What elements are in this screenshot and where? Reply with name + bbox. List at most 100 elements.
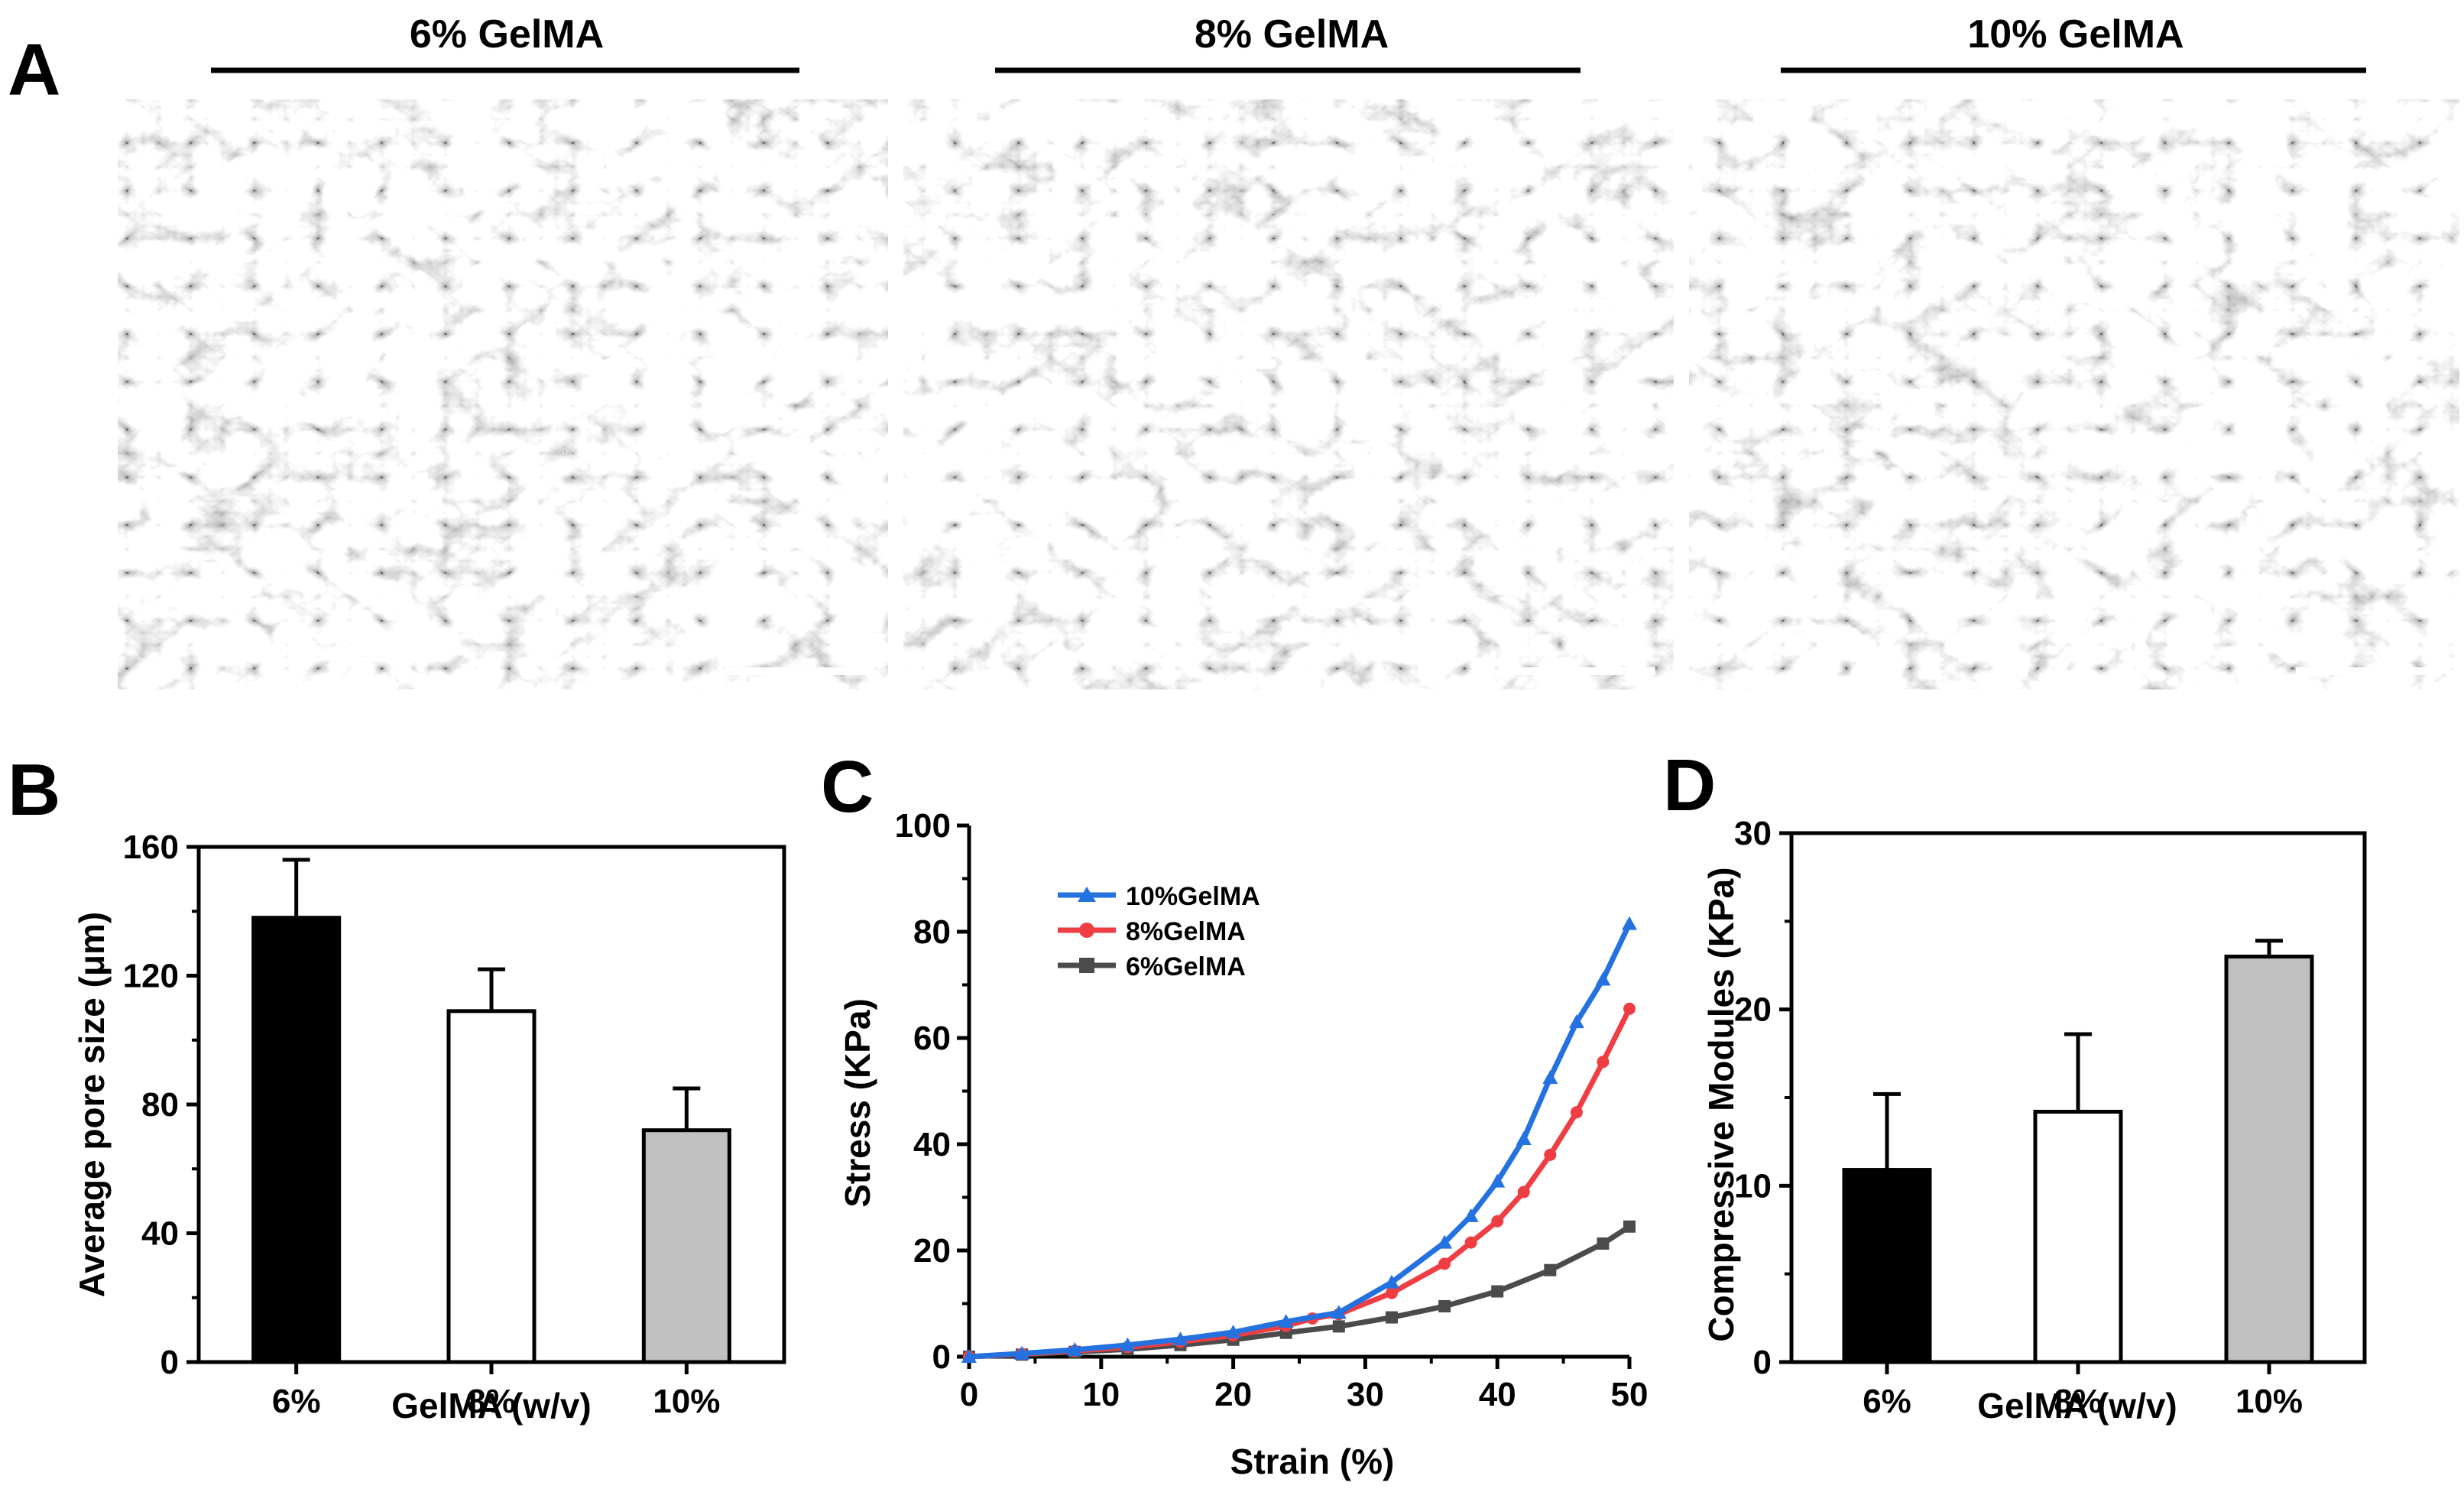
chart-d-bar-2 [2224,954,2314,1364]
chart-d-ytick-label-3: 30 [1734,815,1772,852]
legend-marker-10 [1078,887,1096,902]
chart-c-series-2-line [966,1224,1632,1360]
chart-c-series-0-point-2 [1067,1341,1083,1356]
chart-c-series-1-line [966,1006,1632,1360]
chart-c-series-1-point-10 [1438,1257,1451,1270]
chart-d-xtick-label-1: 8% [2054,1383,2103,1420]
chart-c-ylabel: Stress (KPa) [838,998,877,1208]
chart-c-series-0-point-14 [1568,1014,1584,1029]
chart-b-bar-0 [251,916,342,1364]
chart-c-series-2-point-10 [1491,1285,1504,1298]
sem-image-10 [1689,99,2459,689]
chart-c-xtick-label-2: 20 [1214,1376,1252,1413]
chart-c-series-1-point-14 [1544,1148,1557,1161]
chart-c-series-2-point-11 [1544,1263,1557,1276]
chart-c-series-0-point-5 [1225,1325,1241,1339]
chart-b-xtick-label-2: 10% [653,1383,720,1420]
chart-c-series-0-point-7 [1331,1305,1347,1319]
chart-c-ytick-label-2: 40 [913,1126,951,1163]
chart-b-ylabel: Average pore size (μm) [72,912,112,1298]
chart-c-xtick-label-5: 50 [1611,1376,1649,1413]
chart-c-ytick-label-3: 60 [913,1020,951,1057]
chart-c-series-0-point-13 [1542,1070,1558,1085]
panel-letter-d: D [1663,744,1716,826]
sem-panel-8: 8% GelMA [903,12,1674,689]
chart-c-xtick-label-1: 10 [1082,1376,1120,1413]
sem-label-10: 10% GelMA [1967,12,2184,57]
chart-c-legend: 10%GelMA 8%GelMA 6%GelMA [1058,882,1260,981]
chart-b-xlabel: GelMA (w/v) [391,1386,592,1426]
chart-b-xtick-label-0: 6% [272,1383,321,1420]
chart-c-xlabel: Strain (%) [1230,1442,1395,1481]
chart-c-series-0-point-8 [1383,1274,1399,1289]
chart-c-ytick-label-5: 100 [895,807,951,845]
chart-c-xtick-label-4: 40 [1479,1376,1516,1413]
sem-label-8: 8% GelMA [1195,12,1389,57]
chart-d-xlabel: GelMA (w/v) [1977,1386,2177,1426]
chart-c-ytick-label-4: 80 [913,913,951,951]
chart-b-ytick-label-2: 80 [141,1086,179,1124]
panel-a: A 6% GelMA 8% GelMA 10% GelMA [8,12,2459,689]
chart-b-ytick-label-1: 40 [141,1215,179,1253]
chart-pore-size: 0 40 80 120 160 6% 8% 10% [123,829,786,1420]
sem-image-8 [903,99,1674,689]
legend-label-6: 6%GelMA [1126,952,1246,981]
chart-c-series-1-point-9 [1385,1286,1398,1299]
chart-compressive-modulus: 0 10 20 30 6% 8% 10% [1734,815,2367,1420]
chart-b-bar-1 [446,1009,537,1364]
sem-label-6: 6% GelMA [410,12,604,57]
chart-c-series-2-point-9 [1438,1299,1451,1312]
panel-d: D 0 10 20 30 6% 8% 10% GelMA (w/v) Compressive… [1663,744,2367,1426]
chart-c-series-0-point-10 [1463,1208,1479,1222]
chart-c-series-1-point-15 [1570,1106,1583,1119]
chart-c-series-2-point-12 [1597,1237,1610,1250]
chart-b-ytick-label-0: 0 [160,1344,179,1381]
chart-c-ytick-label-0: 0 [932,1338,951,1376]
chart-c-series-1-point-11 [1464,1236,1477,1249]
sem-panel-6: 6% GelMA [118,12,888,689]
chart-b-ytick-label-3: 120 [123,958,179,995]
panel-letter-b: B [8,749,60,831]
panel-b: B 0 40 80 120 160 6% 8% 10% GelMA (w/v) Average… [8,749,786,1426]
chart-c-series-1-point-13 [1517,1185,1530,1198]
chart-c-series-2-point-8 [1385,1311,1398,1324]
chart-d-xtick-label-0: 6% [1863,1383,1911,1420]
chart-c-xtick-label-3: 30 [1347,1376,1384,1413]
chart-d-ytick-label-1: 10 [1734,1167,1772,1205]
chart-c-series-0-point-1 [1014,1345,1030,1360]
chart-d-bar-0 [1842,1168,1932,1364]
legend-label-10: 10%GelMA [1126,882,1260,911]
chart-c-series-2-point-7 [1332,1320,1345,1333]
legend-label-8: 8%GelMA [1126,917,1246,946]
chart-c-series-0-point-12 [1516,1131,1532,1146]
chart-c-series-0-point-9 [1437,1234,1453,1249]
chart-b-xtick-label-1: 8% [467,1383,516,1420]
chart-c-series-2-point-13 [1623,1220,1636,1233]
chart-c-series-0-line [966,921,1632,1360]
chart-d-ylabel: Compressive Modules (KPa) [1701,867,1741,1341]
chart-c-series-1-point-17 [1623,1002,1636,1015]
panel-letter-c: C [821,746,874,828]
chart-c-xtick-label-0: 0 [960,1376,978,1413]
panel-c: C 0 20 40 60 80 100 0 10 20 30 40 50 Strain (%) Str… [821,746,1648,1481]
chart-c-series-1-point-12 [1491,1215,1504,1228]
chart-c-series-0-point-16 [1622,916,1637,930]
chart-d-xtick-label-2: 10% [2235,1383,2303,1420]
sem-panel-10: 10% GelMA [1689,12,2459,689]
chart-stress-strain: 0 20 40 60 80 100 0 10 20 30 40 50 [895,807,1649,1413]
chart-c-series-0-point-6 [1278,1314,1294,1328]
chart-c-series-0-point-15 [1595,971,1611,986]
chart-d-ytick-label-2: 20 [1734,991,1772,1029]
chart-c-series-0-point-0 [961,1349,977,1363]
chart-d-bar-1 [2033,1109,2123,1364]
chart-c-series-1-point-16 [1597,1056,1610,1069]
panel-letter-a: A [8,29,60,111]
chart-c-series-0-point-3 [1120,1337,1136,1351]
sem-image-6 [118,99,888,689]
chart-c-series-0-point-11 [1490,1173,1506,1188]
legend-marker-6 [1079,958,1094,973]
chart-d-ytick-label-0: 0 [1753,1344,1772,1381]
legend-marker-8 [1079,923,1094,938]
chart-b-bar-2 [641,1128,731,1364]
